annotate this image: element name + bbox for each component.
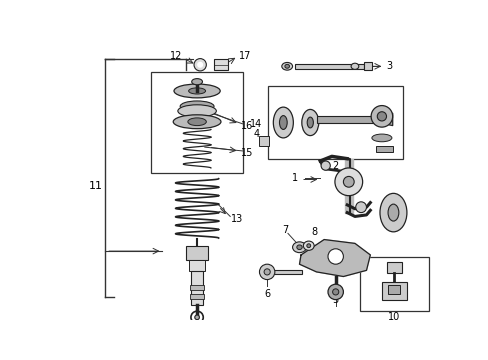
Circle shape [370, 105, 392, 127]
Ellipse shape [173, 115, 221, 129]
Bar [190, 294, 203, 299]
FancyBboxPatch shape [294, 64, 364, 69]
FancyBboxPatch shape [386, 262, 401, 273]
Circle shape [327, 284, 343, 300]
Ellipse shape [387, 204, 398, 221]
Ellipse shape [281, 62, 292, 70]
FancyBboxPatch shape [266, 270, 301, 274]
Circle shape [343, 176, 353, 187]
Ellipse shape [379, 193, 406, 232]
Text: 5: 5 [332, 295, 338, 305]
Polygon shape [344, 159, 352, 213]
FancyBboxPatch shape [186, 247, 207, 260]
Text: 4: 4 [253, 129, 259, 139]
Circle shape [377, 112, 386, 121]
Bar [190, 285, 203, 289]
Circle shape [332, 289, 338, 295]
Ellipse shape [292, 242, 306, 253]
FancyBboxPatch shape [387, 285, 400, 294]
Text: 2: 2 [331, 161, 337, 171]
Ellipse shape [350, 63, 358, 69]
FancyBboxPatch shape [214, 59, 227, 70]
Text: 9: 9 [389, 195, 396, 205]
Text: 13: 13 [230, 214, 243, 224]
Ellipse shape [187, 118, 206, 126]
Text: 8: 8 [311, 227, 317, 237]
Ellipse shape [306, 244, 310, 248]
Text: 7: 7 [282, 225, 288, 235]
Circle shape [194, 315, 199, 320]
Circle shape [198, 62, 202, 67]
Circle shape [264, 269, 270, 275]
Text: 14: 14 [250, 119, 262, 129]
Circle shape [355, 202, 366, 213]
Ellipse shape [188, 88, 205, 94]
Text: 17: 17 [239, 51, 251, 61]
Bar [267, 86, 402, 159]
Text: 15: 15 [241, 148, 253, 158]
Ellipse shape [178, 105, 216, 117]
FancyBboxPatch shape [189, 260, 204, 271]
Circle shape [321, 161, 329, 170]
Ellipse shape [303, 241, 313, 250]
Ellipse shape [285, 64, 289, 68]
Bar [151, 72, 243, 172]
FancyBboxPatch shape [364, 62, 371, 70]
Circle shape [327, 249, 343, 264]
Ellipse shape [180, 101, 214, 112]
Ellipse shape [296, 245, 302, 249]
FancyBboxPatch shape [259, 136, 268, 147]
FancyBboxPatch shape [190, 271, 203, 305]
FancyBboxPatch shape [375, 145, 392, 152]
FancyBboxPatch shape [381, 282, 406, 300]
Polygon shape [378, 113, 392, 126]
Text: 3: 3 [386, 61, 392, 71]
Ellipse shape [301, 109, 318, 136]
Ellipse shape [279, 116, 286, 130]
Polygon shape [299, 239, 369, 276]
Text: 1: 1 [291, 173, 297, 183]
Text: 6: 6 [264, 289, 270, 299]
Circle shape [259, 264, 274, 280]
Circle shape [334, 168, 362, 195]
Text: 11: 11 [89, 181, 103, 191]
Text: 12: 12 [170, 51, 182, 61]
Text: 10: 10 [387, 312, 400, 322]
Ellipse shape [273, 107, 293, 138]
Ellipse shape [191, 78, 202, 85]
Ellipse shape [371, 134, 391, 142]
FancyBboxPatch shape [317, 116, 378, 122]
Ellipse shape [306, 117, 313, 128]
Text: 16: 16 [241, 121, 253, 131]
Bar [359, 257, 428, 311]
Ellipse shape [174, 84, 220, 98]
Circle shape [194, 59, 206, 71]
